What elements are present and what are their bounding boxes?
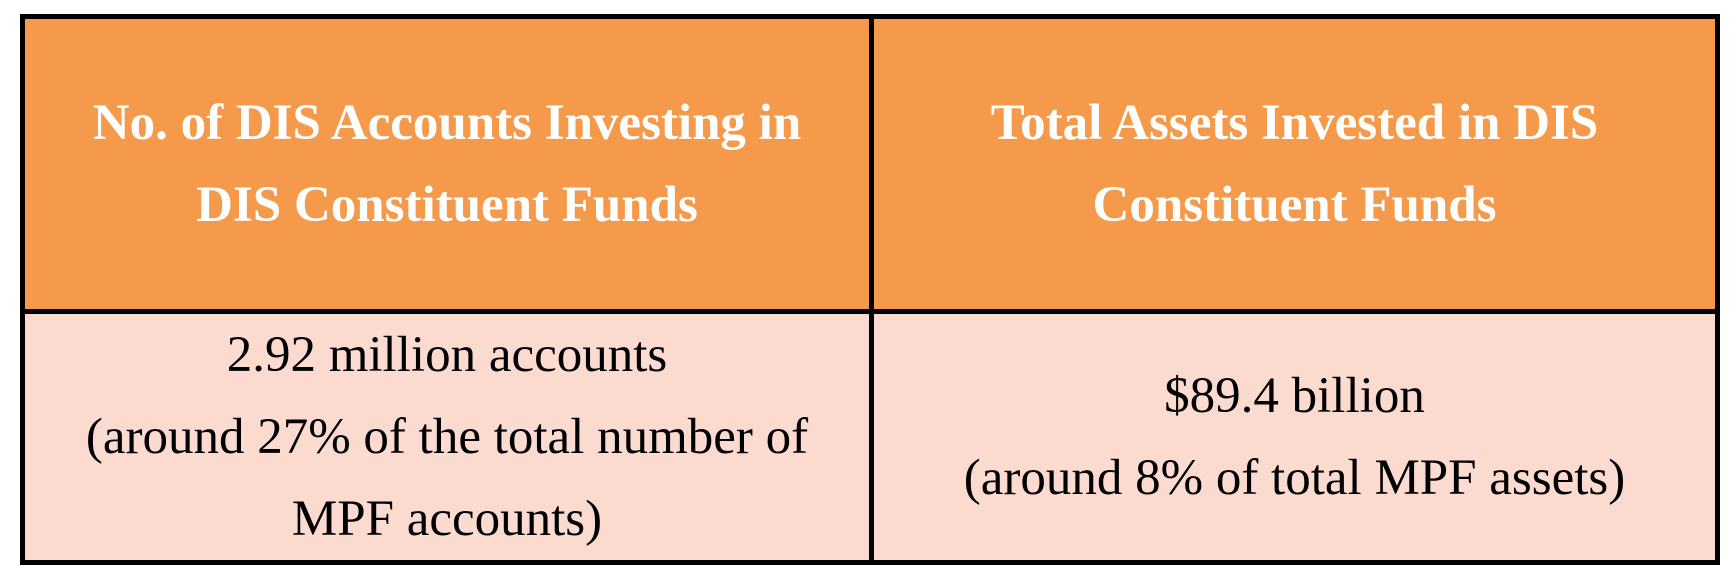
header-accounts-line-1: No. of DIS Accounts Investing in [92, 95, 802, 151]
dis-statistics-table: No. of DIS Accounts Investing in DIS Con… [20, 14, 1720, 565]
table-cell-assets: $89.4 billion (around 8% of total MPF as… [874, 314, 1715, 560]
accounts-value-line-3: MPF accounts) [291, 491, 603, 547]
header-assets-line-2: Constituent Funds [1092, 177, 1497, 233]
header-accounts-line-2: DIS Constituent Funds [196, 177, 698, 233]
assets-value-line-1: $89.4 billion [1164, 368, 1425, 424]
table-cell-accounts: 2.92 million accounts (around 27% of the… [25, 314, 874, 560]
assets-value-line-2: (around 8% of total MPF assets) [963, 450, 1626, 506]
header-cell-assets: Total Assets Invested in DIS Constituent… [874, 19, 1715, 314]
header-assets-line-1: Total Assets Invested in DIS [990, 95, 1599, 151]
accounts-value-line-2: (around 27% of the total number of [85, 409, 809, 465]
accounts-value-line-1: 2.92 million accounts [226, 327, 668, 383]
header-cell-accounts: No. of DIS Accounts Investing in DIS Con… [25, 19, 874, 314]
